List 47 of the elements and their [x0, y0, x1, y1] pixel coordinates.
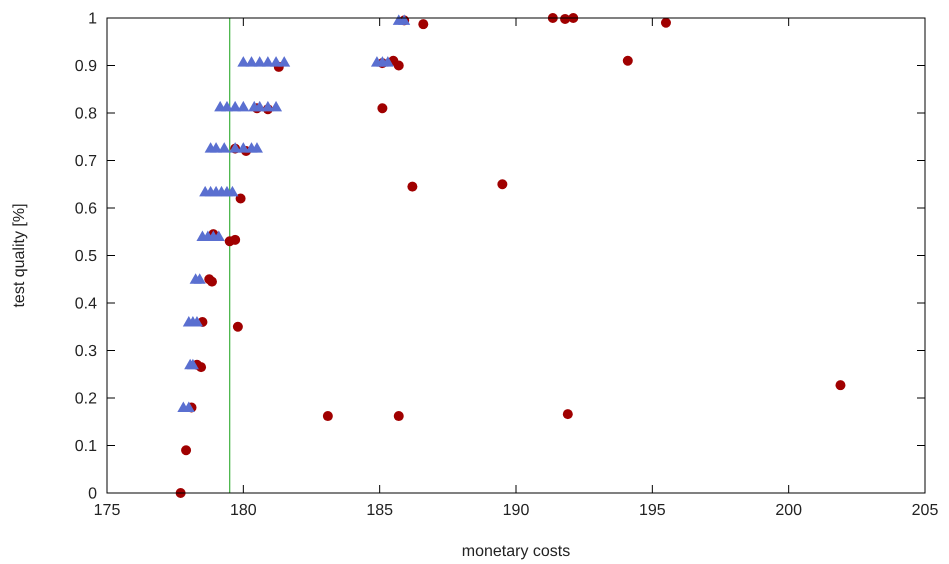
- point: [229, 100, 242, 112]
- point: [322, 411, 333, 422]
- x-tick-label: 185: [366, 502, 394, 519]
- point: [194, 273, 206, 284]
- y-tick-label: 0.1: [74, 438, 98, 455]
- point: [377, 103, 388, 114]
- y-tick-label: 0.5: [74, 248, 98, 265]
- point: [382, 56, 394, 67]
- point: [254, 100, 266, 112]
- point: [270, 100, 282, 112]
- y-tick-label: 0: [88, 486, 98, 502]
- point: [394, 60, 404, 70]
- point: [835, 380, 846, 390]
- y-tick-label: 0.6: [74, 200, 98, 218]
- y-tick-label: 0.7: [74, 153, 98, 170]
- y-tick-label: 0.4: [74, 296, 98, 312]
- point: [660, 18, 671, 28]
- x-tick-label: 190: [502, 502, 530, 519]
- y-tick-label: 1: [88, 10, 98, 28]
- point: [407, 182, 418, 192]
- point: [497, 179, 508, 190]
- point: [622, 56, 633, 66]
- point: [230, 234, 240, 245]
- point: [236, 194, 246, 204]
- y-tick-label: 0.3: [74, 343, 98, 360]
- point: [418, 19, 428, 30]
- x-tick-label: 175: [94, 502, 120, 519]
- point: [226, 186, 238, 196]
- y-axis-title: test quality [%]: [11, 203, 28, 308]
- x-tick-label: 180: [230, 502, 257, 519]
- x-tick-label: 195: [638, 502, 666, 519]
- point: [206, 276, 217, 287]
- point: [181, 445, 192, 456]
- point: [278, 56, 290, 67]
- x-tick-label: 200: [775, 502, 802, 519]
- point: [232, 322, 243, 332]
- x-tick-label: 205: [912, 502, 938, 519]
- point: [250, 142, 263, 153]
- point: [237, 100, 250, 112]
- point: [218, 142, 230, 153]
- point: [394, 411, 404, 422]
- y-tick-label: 0.8: [74, 106, 98, 122]
- x-axis-title: monetary costs: [462, 543, 570, 560]
- y-tick-label: 0.9: [74, 58, 98, 75]
- y-tick-label: 0.2: [74, 390, 98, 408]
- point: [562, 409, 573, 420]
- point: [186, 358, 199, 370]
